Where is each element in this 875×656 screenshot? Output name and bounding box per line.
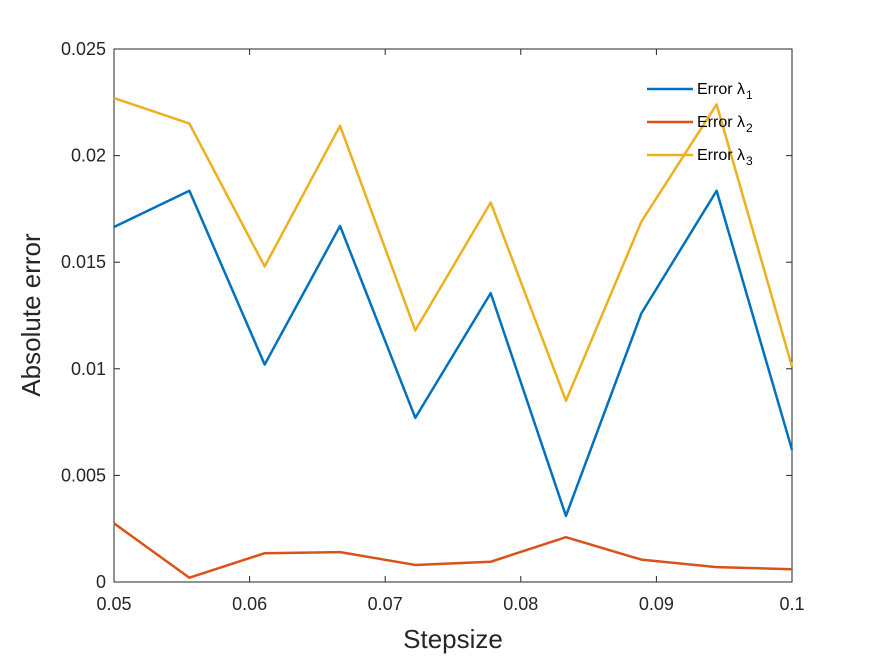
x-tick-label: 0.05	[96, 594, 131, 614]
y-tick-label: 0.01	[71, 359, 106, 379]
legend-entry: Error λ3	[697, 147, 753, 168]
x-axis-label: Stepsize	[403, 624, 503, 654]
x-tick-label: 0.07	[368, 594, 403, 614]
series-line-3	[113, 96, 794, 403]
series-line-2	[113, 522, 793, 579]
y-tick-label: 0	[96, 572, 106, 592]
x-tick-label: 0.09	[639, 594, 674, 614]
series-lines	[113, 96, 794, 579]
legend-entry: Error λ2	[697, 114, 753, 135]
series-line-1	[113, 189, 794, 518]
legend-entry: Error λ1	[697, 81, 753, 102]
x-tick-label: 0.06	[232, 594, 267, 614]
y-tick-label: 0.025	[61, 39, 106, 59]
y-axis-label: Absolute error	[16, 233, 46, 397]
x-tick-label: 0.1	[779, 594, 804, 614]
x-axis-ticks: 0.05 0.06 0.07 0.08 0.09 0.1	[96, 49, 805, 614]
y-tick-label: 0.005	[61, 465, 106, 485]
y-tick-label: 0.02	[71, 146, 106, 166]
y-axis-ticks: 0 0.005 0.01 0.015 0.02 0.025	[61, 39, 792, 592]
legend: Error λ1 Error λ2 Error λ3	[647, 81, 753, 168]
x-tick-label: 0.08	[503, 594, 538, 614]
y-tick-label: 0.015	[61, 252, 106, 272]
plot-area	[113, 48, 793, 583]
